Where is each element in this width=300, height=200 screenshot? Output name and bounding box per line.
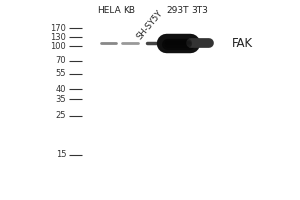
Text: 25: 25 xyxy=(56,111,66,120)
Text: 130: 130 xyxy=(50,33,66,42)
Text: KB: KB xyxy=(123,6,135,15)
Text: 3T3: 3T3 xyxy=(191,6,208,15)
Text: 15: 15 xyxy=(56,150,66,159)
Text: FAK: FAK xyxy=(232,37,254,50)
Text: 55: 55 xyxy=(56,69,66,78)
Text: SH-SY5Y: SH-SY5Y xyxy=(135,8,164,41)
Text: HELA: HELA xyxy=(97,6,121,15)
Text: 40: 40 xyxy=(56,85,66,94)
Text: 170: 170 xyxy=(50,24,66,33)
Text: 35: 35 xyxy=(56,95,66,104)
Text: 70: 70 xyxy=(56,56,66,65)
Text: 293T: 293T xyxy=(167,6,189,15)
Text: 100: 100 xyxy=(50,42,66,51)
